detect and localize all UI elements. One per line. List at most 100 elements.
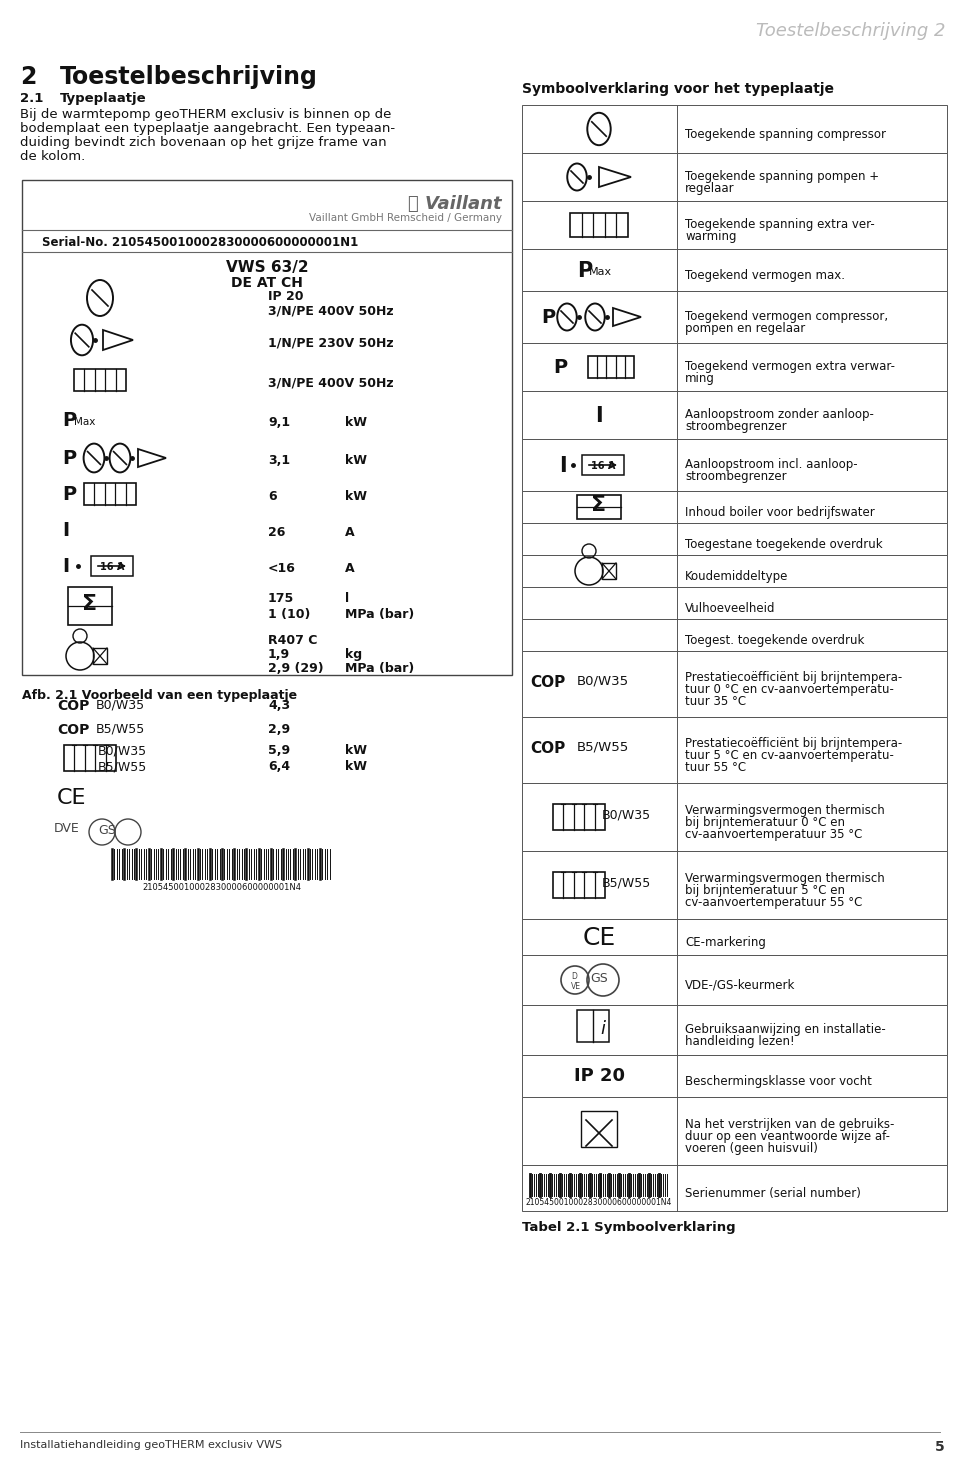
Bar (522, 391, 947, 439)
Text: P: P (62, 485, 76, 504)
Text: Max: Max (589, 267, 612, 277)
Bar (570, 213, 628, 237)
Text: Inhoud boiler voor bedrijfswater: Inhoud boiler voor bedrijfswater (685, 507, 875, 518)
Text: COP: COP (57, 723, 89, 737)
Text: pompen en regelaar: pompen en regelaar (685, 323, 805, 334)
Bar (74, 369, 126, 391)
Bar (522, 555, 947, 587)
Text: 6: 6 (268, 491, 276, 504)
Bar (522, 619, 947, 651)
Text: 3/N/PE 400V 50Hz: 3/N/PE 400V 50Hz (268, 377, 394, 388)
Text: I: I (559, 456, 566, 476)
Text: B5/W55: B5/W55 (96, 723, 145, 736)
Text: Aanloopstroom incl. aanloop-: Aanloopstroom incl. aanloop- (685, 458, 857, 472)
Text: Σ: Σ (83, 594, 98, 615)
Text: Aanloopstroom zonder aanloop-: Aanloopstroom zonder aanloop- (685, 407, 874, 420)
Text: A: A (345, 562, 354, 575)
Text: 5,9: 5,9 (268, 745, 290, 756)
Text: Typeplaatje: Typeplaatje (60, 92, 147, 105)
Text: Afb. 2.1 Voorbeeld van een typeplaatje: Afb. 2.1 Voorbeeld van een typeplaatje (22, 689, 298, 702)
Bar (522, 918, 947, 955)
Text: 4,3: 4,3 (268, 699, 290, 712)
Text: Koudemiddeltype: Koudemiddeltype (685, 569, 788, 583)
Text: GS: GS (590, 972, 608, 986)
Bar (522, 153, 947, 201)
Text: Verwarmingsvermogen thermisch: Verwarmingsvermogen thermisch (685, 872, 885, 885)
Text: Toegekende spanning compressor: Toegekende spanning compressor (685, 128, 886, 142)
Bar (84, 483, 136, 505)
Bar (582, 456, 624, 474)
Bar (522, 587, 947, 619)
Text: Tabel 2.1 Symboolverklaring: Tabel 2.1 Symboolverklaring (522, 1221, 735, 1234)
Text: Ⓕ Vaillant: Ⓕ Vaillant (408, 196, 502, 213)
Text: cv-aanvoertemperatuur 35 °C: cv-aanvoertemperatuur 35 °C (685, 828, 862, 841)
Text: 6,4: 6,4 (268, 761, 290, 772)
Text: Installatiehandleiding geoTHERM exclusiv VWS: Installatiehandleiding geoTHERM exclusiv… (20, 1440, 282, 1450)
Text: 26: 26 (268, 526, 285, 539)
Text: Toegekend vermogen compressor,: Toegekend vermogen compressor, (685, 310, 888, 323)
Text: COP: COP (530, 742, 565, 756)
Text: P: P (62, 412, 76, 431)
Text: P: P (553, 358, 567, 377)
Bar (588, 356, 634, 378)
Text: Prestatiecoëfficiënt bij brijntempera-: Prestatiecoëfficiënt bij brijntempera- (685, 672, 902, 683)
Bar (522, 491, 947, 523)
Bar (522, 201, 947, 250)
Bar (522, 783, 947, 851)
Bar (522, 439, 947, 491)
Text: regelaar: regelaar (685, 182, 734, 196)
Text: A: A (345, 526, 354, 539)
Text: kW: kW (345, 761, 367, 772)
Text: 2,9: 2,9 (268, 723, 290, 736)
Text: B5/W55: B5/W55 (577, 742, 629, 753)
Bar (522, 1004, 947, 1056)
Text: Serial-No. 2105450010002830000600000001N1: Serial-No. 2105450010002830000600000001N… (42, 237, 358, 250)
Text: IP 20: IP 20 (573, 1067, 625, 1085)
Text: warming: warming (685, 231, 736, 242)
Text: I: I (595, 406, 603, 426)
Text: GS: GS (98, 823, 116, 837)
Text: de kolom.: de kolom. (20, 150, 85, 164)
Text: 1 (10): 1 (10) (268, 607, 310, 620)
Text: Max: Max (74, 418, 95, 426)
Bar (553, 804, 605, 829)
Bar (553, 872, 605, 898)
Text: Beschermingsklasse voor vocht: Beschermingsklasse voor vocht (685, 1075, 872, 1088)
Bar (522, 1096, 947, 1165)
Text: ming: ming (685, 372, 715, 385)
Text: DE AT CH: DE AT CH (231, 276, 303, 291)
Text: tuur 55 °C: tuur 55 °C (685, 761, 746, 774)
Text: 1/N/PE 230V 50Hz: 1/N/PE 230V 50Hz (268, 336, 394, 349)
Bar (581, 1111, 617, 1148)
Text: 2,9 (29): 2,9 (29) (268, 661, 324, 675)
Text: IP 20: IP 20 (268, 291, 303, 304)
Bar (64, 745, 116, 771)
Text: Verwarmingsvermogen thermisch: Verwarmingsvermogen thermisch (685, 804, 885, 818)
Text: B5/W55: B5/W55 (98, 761, 147, 772)
Text: 9,1: 9,1 (268, 416, 290, 429)
Text: B0/W35: B0/W35 (577, 675, 629, 688)
Text: I: I (62, 558, 69, 577)
Text: CE-markering: CE-markering (685, 936, 766, 949)
Text: Toegekende spanning extra ver-: Toegekende spanning extra ver- (685, 218, 875, 231)
Text: kW: kW (345, 745, 367, 756)
Bar (522, 651, 947, 717)
Bar (522, 343, 947, 391)
Text: Na het verstrijken van de gebruiks-: Na het verstrijken van de gebruiks- (685, 1118, 895, 1132)
Text: 2105450010002830000600000001N4: 2105450010002830000600000001N4 (526, 1199, 672, 1207)
Bar (522, 523, 947, 555)
Text: cv-aanvoertemperatuur 55 °C: cv-aanvoertemperatuur 55 °C (685, 896, 862, 910)
Bar (522, 717, 947, 783)
Text: Vaillant GmbH Remscheid / Germany: Vaillant GmbH Remscheid / Germany (309, 213, 502, 223)
Text: CE: CE (583, 926, 615, 950)
Text: MPa (bar): MPa (bar) (345, 661, 415, 675)
Text: R407 C: R407 C (268, 634, 318, 647)
Bar (522, 851, 947, 918)
Text: 3,1: 3,1 (268, 454, 290, 467)
Text: I: I (62, 521, 69, 540)
Text: stroombegrenzer: stroombegrenzer (685, 420, 786, 434)
Text: 16 A: 16 A (100, 562, 124, 572)
Text: 16 A: 16 A (590, 461, 615, 472)
Text: 1,9: 1,9 (268, 648, 290, 661)
Text: CE: CE (57, 788, 86, 807)
